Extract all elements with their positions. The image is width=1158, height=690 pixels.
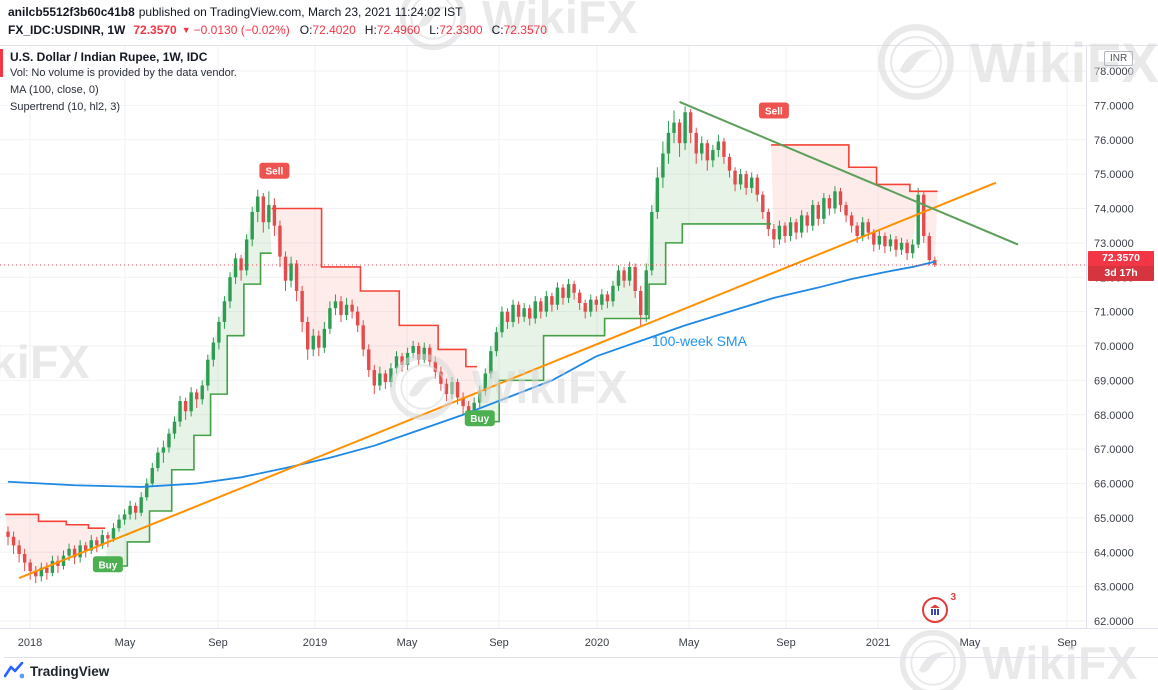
chart-border-top — [0, 45, 1158, 46]
open-value: O:72.4020 — [299, 23, 356, 37]
sma-annotation: 100-week SMA — [652, 333, 748, 349]
svg-text:Buy: Buy — [470, 414, 489, 425]
svg-text:Sep: Sep — [489, 637, 509, 649]
grid-layer — [0, 45, 1086, 628]
svg-text:May: May — [679, 637, 700, 649]
stamp-circle-icon — [922, 597, 948, 623]
markers-layer: Buy Sell Buy Sell — [92, 102, 789, 573]
publish-info-bar: anilcb5512f3b60c41b8 published on Trading… — [0, 0, 1158, 45]
price-axis[interactable] — [1086, 45, 1158, 628]
stamp-count-badge: 3 — [950, 592, 956, 603]
tradingview-brand-text: TradingView — [30, 663, 110, 679]
svg-text:Buy: Buy — [98, 560, 117, 571]
legend-volume: Vol: No volume is provided by the data v… — [10, 67, 237, 79]
svg-text:73.0000: 73.0000 — [1094, 238, 1134, 250]
low-value: L:72.3300 — [429, 23, 483, 37]
published-text: published on TradingView.com, March 23, … — [138, 5, 463, 19]
publish-info: anilcb5512f3b60c41b8 published on Trading… — [8, 0, 1158, 19]
trendline-1 — [679, 101, 1019, 246]
bar-countdown: 3d 17h — [1088, 265, 1154, 281]
svg-text:63.0000: 63.0000 — [1094, 582, 1134, 594]
svg-text:70.0000: 70.0000 — [1094, 341, 1134, 353]
fills-layer — [5, 112, 938, 577]
currency-badge[interactable]: INR — [1104, 51, 1134, 66]
svg-text:May: May — [397, 637, 418, 649]
time-axis[interactable] — [0, 628, 1086, 657]
svg-text:62.0000: 62.0000 — [1094, 616, 1134, 628]
svg-text:67.0000: 67.0000 — [1094, 444, 1134, 456]
wikifx-stamp: 3 — [922, 592, 956, 626]
symbol-name[interactable]: FX_IDC:USDINR, 1W — [8, 23, 126, 37]
high-value: H:72.4960 — [364, 23, 421, 37]
overlays-layer — [0, 101, 1086, 579]
svg-text:Sell: Sell — [266, 167, 284, 178]
symbol-info-bar: FX_IDC:USDINR, 1W 72.3570 ▼ −0.0130 (−0.… — [8, 23, 1158, 37]
svg-text:75.0000: 75.0000 — [1094, 169, 1134, 181]
svg-text:2018: 2018 — [18, 637, 42, 649]
svg-text:78.0000: 78.0000 — [1094, 66, 1134, 78]
trendline-0 — [18, 181, 997, 579]
sell-marker: Sell — [758, 102, 789, 119]
svg-text:Sep: Sep — [1057, 637, 1077, 649]
price-change: −0.0130 (−0.02%) — [193, 23, 290, 37]
legend-accent-bar — [0, 49, 3, 77]
stamp-emblem-icon — [930, 604, 940, 615]
svg-text:69.0000: 69.0000 — [1094, 375, 1134, 387]
svg-text:77.0000: 77.0000 — [1094, 100, 1134, 112]
svg-text:May: May — [115, 637, 136, 649]
legend-ma[interactable]: MA (100, close, 0) — [10, 84, 99, 96]
sell-marker: Sell — [259, 162, 290, 179]
svg-text:64.0000: 64.0000 — [1094, 547, 1134, 559]
buy-marker: Buy — [464, 410, 495, 427]
svg-text:Sell: Sell — [765, 107, 783, 118]
svg-text:74.0000: 74.0000 — [1094, 204, 1134, 216]
last-price: 72.3570 — [133, 23, 177, 37]
svg-text:71.0000: 71.0000 — [1094, 307, 1134, 319]
svg-text:Sep: Sep — [208, 637, 228, 649]
svg-text:2019: 2019 — [303, 637, 327, 649]
svg-text:66.0000: 66.0000 — [1094, 479, 1134, 491]
svg-text:76.0000: 76.0000 — [1094, 135, 1134, 147]
close-value: C:72.3570 — [491, 23, 547, 37]
axis-layer: 2018 May Sep 2019 May Sep 2020 May Sep 2021 May Sep… — [18, 66, 1134, 649]
sma-line — [7, 260, 936, 488]
svg-text:68.0000: 68.0000 — [1094, 410, 1134, 422]
legend-symbol-title[interactable]: U.S. Dollar / Indian Rupee, 1W, IDC — [10, 50, 208, 64]
footer-separator — [4, 657, 1158, 658]
tradingview-logo-icon — [4, 662, 24, 679]
svg-text:Sep: Sep — [776, 637, 796, 649]
author-name: anilcb5512f3b60c41b8 — [8, 5, 135, 19]
current-price-value: 72.3570 — [1088, 250, 1154, 266]
legend-supertrend[interactable]: Supertrend (10, hl2, 3) — [10, 101, 121, 113]
current-price-label: 72.3570 3d 17h — [1088, 250, 1154, 281]
price-axis-separator — [1086, 45, 1087, 628]
tradingview-attribution[interactable]: TradingView — [4, 662, 109, 680]
time-axis-separator — [0, 628, 1158, 629]
notes-layer: 100-week SMA — [652, 333, 748, 349]
svg-text:2020: 2020 — [585, 637, 609, 649]
buy-marker: Buy — [92, 556, 123, 573]
chart-legend: U.S. Dollar / Indian Rupee, 1W, IDC Vol:… — [10, 50, 237, 118]
svg-text:65.0000: 65.0000 — [1094, 513, 1134, 525]
down-arrow-icon: ▼ — [181, 25, 191, 35]
svg-text:2021: 2021 — [866, 637, 890, 649]
